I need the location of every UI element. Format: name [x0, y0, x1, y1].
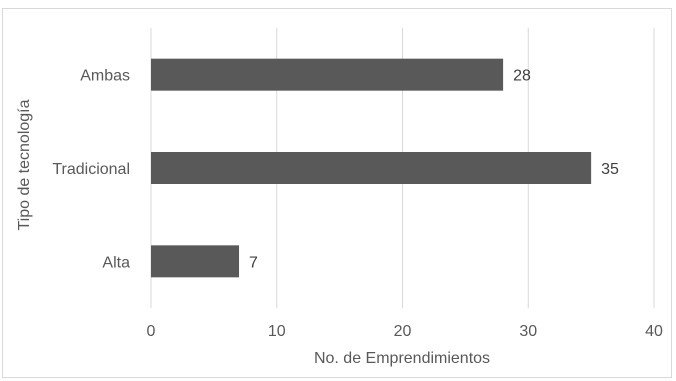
x-axis-title: No. de Emprendimientos — [314, 350, 490, 367]
category-label-alta: Alta — [102, 254, 130, 271]
x-tick-label-20: 20 — [394, 323, 412, 340]
x-tick-label-30: 30 — [519, 323, 537, 340]
x-tick-label-0: 0 — [147, 323, 156, 340]
y-axis-title: Tipo de tecnología — [16, 99, 33, 230]
bar-ambas — [151, 58, 504, 91]
category-label-ambas: Ambas — [80, 68, 130, 85]
bar-tradicional — [151, 152, 592, 184]
data-label-ambas: 28 — [513, 68, 531, 85]
data-label-alta: 7 — [249, 254, 258, 271]
bar-alta — [151, 245, 240, 278]
category-label-tradicional: Tradicional — [52, 161, 130, 178]
data-label-tradicional: 35 — [601, 161, 619, 178]
labels: 0 10 20 30 40 Ambas 28 Tradicional 35 Alta 7 — [52, 68, 663, 340]
x-tick-label-40: 40 — [645, 323, 663, 340]
x-tick-label-10: 10 — [268, 323, 286, 340]
bars — [151, 58, 592, 278]
